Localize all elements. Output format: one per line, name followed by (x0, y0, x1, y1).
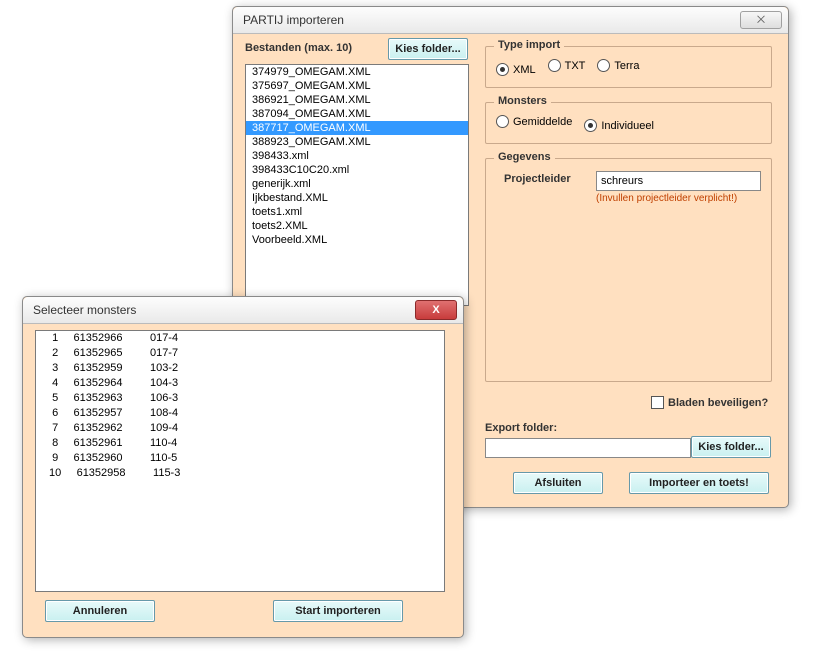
radio-icon (496, 115, 509, 128)
monster-row[interactable]: 7 61352962 109-4 (36, 421, 444, 436)
monster-row[interactable]: 6 61352957 108-4 (36, 406, 444, 421)
gegevens-legend: Gegevens (494, 151, 555, 163)
checkbox-icon (651, 396, 664, 409)
file-item[interactable]: generijk.xml (246, 177, 468, 191)
monsters-group: Monsters GemiddeldeIndividueel (485, 102, 772, 144)
selecteer-monsters-window: Selecteer monsters X 1 61352966 017-4 2 … (22, 296, 464, 638)
type-import-radio-xml[interactable]: XML (496, 63, 536, 76)
gegevens-group: Gegevens Projectleider (Invullen project… (485, 158, 772, 382)
radio-icon (597, 59, 610, 72)
titlebar[interactable]: Selecteer monsters X (23, 297, 463, 324)
file-item[interactable]: Ijkbestand.XML (246, 191, 468, 205)
titlebar[interactable]: PARTIJ importeren ⨉ (233, 7, 788, 34)
monster-row[interactable]: 2 61352965 017-7 (36, 346, 444, 361)
importeer-button[interactable]: Importeer en toets! (629, 472, 769, 494)
file-item[interactable]: 398433C10C20.xml (246, 163, 468, 177)
monsters-listbox[interactable]: 1 61352966 017-4 2 61352965 017-7 3 6135… (35, 330, 445, 592)
projectleider-hint: (Invullen projectleider verplicht!) (596, 193, 737, 204)
window-title: PARTIJ importeren (243, 13, 740, 27)
monster-row[interactable]: 8 61352961 110-4 (36, 436, 444, 451)
radio-label: Gemiddelde (513, 116, 572, 128)
monster-row[interactable]: 10 61352958 115-3 (36, 466, 444, 481)
monster-row[interactable]: 1 61352966 017-4 (36, 331, 444, 346)
afsluiten-button[interactable]: Afsluiten (513, 472, 603, 494)
export-folder-label: Export folder: (485, 422, 557, 434)
type-import-radio-terra[interactable]: Terra (597, 59, 639, 72)
start-importeren-button[interactable]: Start importeren (273, 600, 403, 622)
monsters-radio-gemiddelde[interactable]: Gemiddelde (496, 115, 572, 128)
type-import-radio-txt[interactable]: TXT (548, 59, 586, 72)
files-listbox[interactable]: 374979_OMEGAM.XML375697_OMEGAM.XML386921… (245, 64, 469, 306)
radio-icon (584, 119, 597, 132)
file-item[interactable]: 387094_OMEGAM.XML (246, 107, 468, 121)
monsters-legend: Monsters (494, 95, 551, 107)
radio-icon (548, 59, 561, 72)
bestanden-label: Bestanden (max. 10) (245, 42, 352, 54)
radio-label: Individueel (601, 120, 654, 132)
file-item[interactable]: 387717_OMEGAM.XML (246, 121, 468, 135)
type-import-legend: Type import (494, 39, 564, 51)
monster-row[interactable]: 5 61352963 106-3 (36, 391, 444, 406)
file-item[interactable]: Voorbeeld.XML (246, 233, 468, 247)
kies-folder-button[interactable]: Kies folder... (388, 38, 468, 60)
projectleider-input[interactable] (596, 171, 761, 191)
file-item[interactable]: 375697_OMEGAM.XML (246, 79, 468, 93)
radio-label: Terra (614, 60, 639, 72)
export-folder-input[interactable] (485, 438, 691, 458)
kies-folder-export-button[interactable]: Kies folder... (691, 436, 771, 458)
bladen-beveiligen-label: Bladen beveiligen? (668, 397, 768, 409)
monster-row[interactable]: 4 61352964 104-3 (36, 376, 444, 391)
window-title: Selecteer monsters (33, 303, 415, 317)
file-item[interactable]: 388923_OMEGAM.XML (246, 135, 468, 149)
projectleider-label: Projectleider (504, 173, 571, 185)
radio-icon (496, 63, 509, 76)
file-item[interactable]: 386921_OMEGAM.XML (246, 93, 468, 107)
close-icon[interactable]: X (415, 300, 457, 320)
radio-label: XML (513, 64, 536, 76)
file-item[interactable]: 398433.xml (246, 149, 468, 163)
bladen-beveiligen-checkbox[interactable]: Bladen beveiligen? (651, 396, 768, 409)
file-item[interactable]: toets1.xml (246, 205, 468, 219)
monster-row[interactable]: 9 61352960 110-5 (36, 451, 444, 466)
file-item[interactable]: toets2.XML (246, 219, 468, 233)
close-icon[interactable]: ⨉ (740, 11, 782, 29)
monsters-radio-individueel[interactable]: Individueel (584, 119, 654, 132)
type-import-group: Type import XMLTXTTerra (485, 46, 772, 88)
radio-label: TXT (565, 60, 586, 72)
monster-row[interactable]: 3 61352959 103-2 (36, 361, 444, 376)
annuleren-button[interactable]: Annuleren (45, 600, 155, 622)
file-item[interactable]: 374979_OMEGAM.XML (246, 65, 468, 79)
